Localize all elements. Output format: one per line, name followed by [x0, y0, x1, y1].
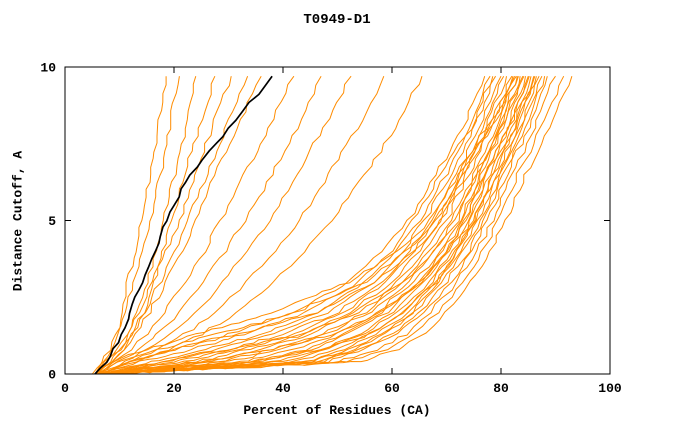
x-tick-label: 80: [493, 381, 509, 396]
x-axis-label: Percent of Residues (CA): [243, 403, 431, 418]
model-curve: [100, 76, 530, 375]
model-curve: [100, 76, 519, 375]
model-curve: [94, 76, 494, 375]
model-curve: [108, 76, 573, 375]
model-curve: [94, 76, 546, 375]
model-curve: [100, 76, 518, 375]
model-curve: [97, 76, 249, 375]
axis-box: [64, 66, 611, 375]
model-curve: [100, 76, 423, 375]
y-tick-label: 5: [48, 214, 56, 229]
model-curve: [100, 76, 532, 375]
highlighted-model-curve: [94, 75, 273, 375]
model-curve: [94, 75, 502, 375]
model-curve: [97, 76, 536, 375]
model-curve: [103, 75, 556, 375]
model-curve: [97, 75, 505, 375]
model-curve: [100, 75, 497, 375]
model-curve: [97, 75, 322, 375]
model-curve: [94, 75, 262, 375]
model-curve: [94, 75, 525, 375]
model-curve: [97, 76, 385, 375]
model-curve: [97, 75, 517, 375]
y-tick-label: 10: [40, 61, 56, 76]
model-curve: [105, 75, 565, 375]
x-tick-label: 100: [598, 381, 622, 396]
model-curve: [94, 76, 521, 375]
x-tick-label: 40: [275, 381, 291, 396]
model-curve: [97, 75, 216, 375]
model-curve: [100, 75, 352, 375]
model-curve: [94, 76, 486, 375]
model-curve: [94, 76, 232, 375]
model-curve: [94, 76, 514, 375]
x-tick-label: 20: [166, 381, 182, 396]
model-curve: [97, 75, 295, 375]
chart-title: T0949-D1: [303, 12, 371, 28]
model-curve: [94, 76, 197, 375]
model-curve: [95, 75, 513, 375]
x-tick-label: 0: [61, 381, 69, 396]
model-curve: [94, 76, 180, 375]
y-tick-label: 0: [48, 368, 56, 383]
x-tick-label: 60: [384, 381, 400, 396]
model-curve: [91, 76, 167, 375]
